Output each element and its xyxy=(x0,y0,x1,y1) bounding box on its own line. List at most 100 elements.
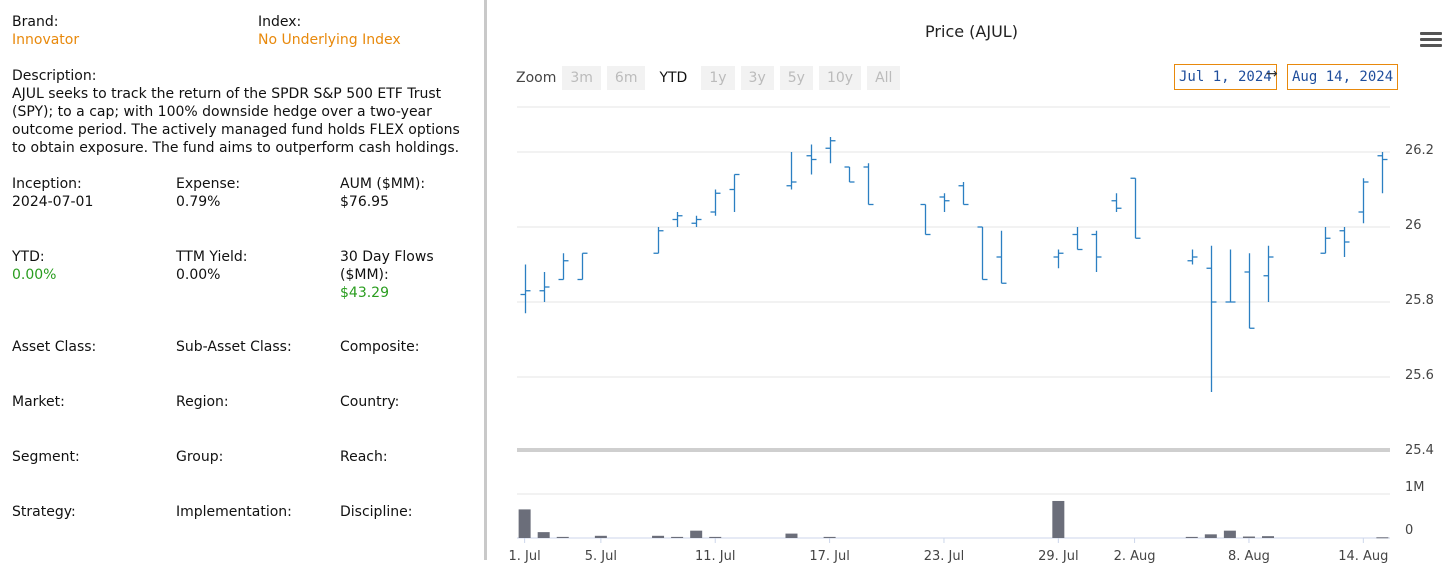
ohlc-bar xyxy=(1187,249,1198,265)
x-tick-label: 2. Aug xyxy=(1114,549,1156,564)
date-from-input[interactable]: Jul 1, 2024 xyxy=(1174,64,1277,90)
volume-bar xyxy=(1376,537,1389,539)
zoom-10y-button[interactable]: 10y xyxy=(818,66,862,90)
price-tick-label: 26.2 xyxy=(1405,143,1434,158)
x-tick-label: 1. Jul xyxy=(509,549,541,564)
ttm-yield-label: TTM Yield: xyxy=(176,249,248,265)
ohlc-bar xyxy=(558,253,569,281)
zoom-ytd-button[interactable]: YTD xyxy=(651,66,696,90)
ohlc-bar xyxy=(996,230,1007,284)
ytd-label: YTD: xyxy=(12,249,45,265)
volume-tick-label: 0 xyxy=(1405,523,1413,538)
description-label: Description: xyxy=(12,68,97,84)
ohlc-bar xyxy=(710,189,721,216)
ohlc-bar xyxy=(1225,249,1236,303)
ohlc-bar xyxy=(844,166,855,183)
aum-label: AUM ($MM): xyxy=(340,176,426,192)
ttm-yield-value: 0.00% xyxy=(176,267,221,283)
ohlc-chart[interactable]: 25.4 25.6 25.8 26 26.2 1M 0 1. Jul 5. Jul 11. Jul… xyxy=(487,0,1456,576)
date-range-arrow: → xyxy=(1266,66,1278,82)
zoom-selector: Zoom 3m 6m YTD 1y 3y 5y 10y All xyxy=(516,66,906,90)
ohlc-bar xyxy=(958,182,969,206)
ohlc-bar xyxy=(939,193,950,212)
volume-bar xyxy=(1052,500,1065,538)
flows-value: $43.29 xyxy=(340,285,389,301)
ohlc-bar xyxy=(977,226,988,281)
region-label: Region: xyxy=(176,394,229,410)
ohlc-bar xyxy=(520,264,531,314)
fund-info-panel: Brand: Innovator Index: No Underlying In… xyxy=(0,0,484,576)
volume-bar xyxy=(690,530,703,538)
index-field: Index: No Underlying Index xyxy=(258,13,401,49)
asset-class-label: Asset Class: xyxy=(12,339,97,355)
price-chart-panel: Price (AJUL) Zoom 3m 6m YTD 1y 3y 5y 10y… xyxy=(487,0,1456,576)
aum-value: $76.95 xyxy=(340,194,389,210)
inception-value: 2024-07-01 xyxy=(12,194,94,210)
zoom-5y-button[interactable]: 5y xyxy=(779,66,813,90)
volume-bar xyxy=(1204,534,1217,538)
ohlc-bar xyxy=(1244,253,1255,329)
ohlc-bar xyxy=(672,212,683,227)
flows-label: 30 Day Flows ($MM): xyxy=(340,249,434,283)
inception-label: Inception: xyxy=(12,176,82,192)
inception-field: Inception: 2024-07-01 xyxy=(12,175,93,211)
volume-bar xyxy=(594,535,607,538)
volume-bar xyxy=(823,536,836,538)
expense-label: Expense: xyxy=(176,176,241,192)
ohlc-bar xyxy=(1377,152,1388,194)
market-label: Market: xyxy=(12,394,65,410)
ytd-value: 0.00% xyxy=(12,267,57,283)
volume-bar xyxy=(785,533,798,538)
ohlc-bar xyxy=(806,144,817,175)
ohlc-bar xyxy=(1091,230,1102,272)
volume-bar xyxy=(556,536,569,538)
ohlc-bar xyxy=(1111,193,1122,212)
chart-title: Price (AJUL) xyxy=(925,22,1018,41)
sub-asset-class-label: Sub-Asset Class: xyxy=(176,339,292,355)
ohlc-bar xyxy=(1339,227,1350,257)
composite-label: Composite: xyxy=(340,339,420,355)
price-tick-label: 25.8 xyxy=(1405,293,1434,308)
volume-bar xyxy=(709,536,722,538)
zoom-3m-button[interactable]: 3m xyxy=(562,66,601,90)
ohlc-bar xyxy=(1358,178,1369,224)
price-tick-label: 26 xyxy=(1405,218,1422,233)
ohlc-bar xyxy=(1053,249,1064,269)
x-tick-label: 29. Jul xyxy=(1038,549,1079,564)
brand-value[interactable]: Innovator xyxy=(12,32,80,48)
ohlc-bar xyxy=(920,203,931,236)
index-value[interactable]: No Underlying Index xyxy=(258,32,401,48)
ohlc-bar xyxy=(1072,227,1083,251)
x-tick-label: 11. Jul xyxy=(695,549,736,564)
ttm-yield-field: TTM Yield: 0.00% xyxy=(176,248,247,284)
ytd-field: YTD: 0.00% xyxy=(12,248,56,284)
zoom-all-button[interactable]: All xyxy=(867,66,901,90)
volume-bar xyxy=(652,535,665,538)
date-to-input[interactable]: Aug 14, 2024 xyxy=(1287,64,1399,90)
price-tick-label: 25.6 xyxy=(1405,368,1434,383)
zoom-3y-button[interactable]: 3y xyxy=(740,66,774,90)
zoom-1y-button[interactable]: 1y xyxy=(701,66,735,90)
volume-bar xyxy=(1262,536,1275,538)
index-label: Index: xyxy=(258,14,302,30)
zoom-label: Zoom xyxy=(516,70,557,86)
panel-divider[interactable] xyxy=(484,0,487,560)
aum-field: AUM ($MM): $76.95 xyxy=(340,175,425,211)
country-label: Country: xyxy=(340,394,400,410)
x-tick-label: 8. Aug xyxy=(1228,549,1270,564)
discipline-label: Discipline: xyxy=(340,504,413,520)
x-tick-label: 17. Jul xyxy=(809,549,850,564)
pane-separator xyxy=(517,448,1390,452)
ohlc-bar xyxy=(729,173,740,212)
ohlc-bar xyxy=(653,227,664,254)
hamburger-menu-icon[interactable] xyxy=(1420,32,1442,48)
ohlc-bar xyxy=(1130,177,1141,239)
ohlc-bar xyxy=(863,163,874,206)
description-text: AJUL seeks to track the return of the SP… xyxy=(12,86,460,156)
price-tick-label: 25.4 xyxy=(1405,443,1434,458)
brand-label: Brand: xyxy=(12,14,59,30)
x-tick-label: 14. Aug xyxy=(1338,549,1388,564)
volume-bar xyxy=(1185,536,1198,538)
zoom-6m-button[interactable]: 6m xyxy=(606,66,646,90)
x-tick-label: 5. Jul xyxy=(585,549,617,564)
